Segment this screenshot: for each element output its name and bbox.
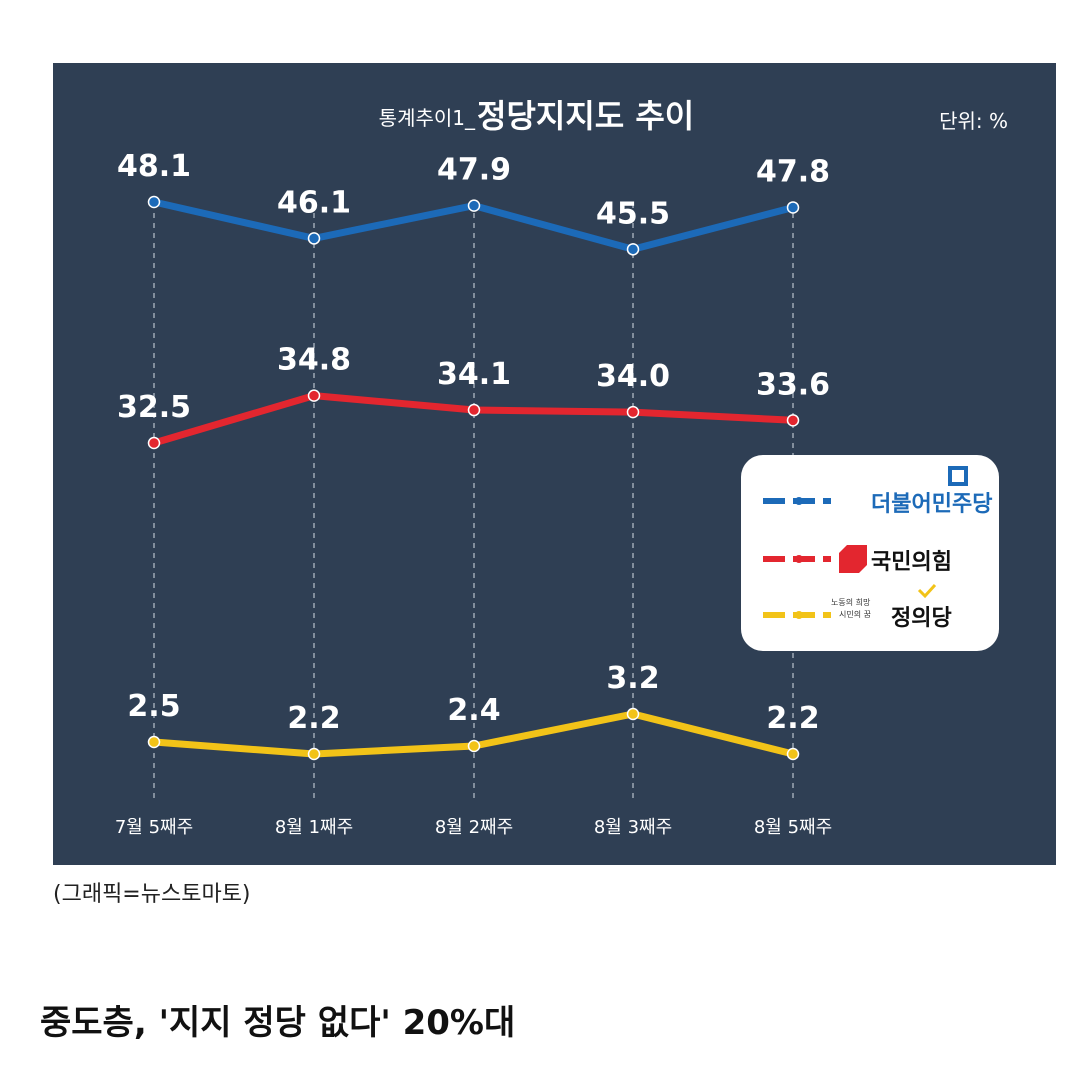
data-point [626, 707, 640, 721]
data-label: 48.1 [117, 149, 191, 184]
legend: 더불어민주당 국민의힘 노동의 희망 시민의 꿈 정의당 [741, 455, 999, 651]
data-point [467, 199, 481, 212]
data-label: 33.6 [756, 367, 830, 402]
x-tick-label: 8월 2째주 [435, 817, 513, 838]
chart-panel: 통계추이1_ 정당지지도 추이 단위: % 48.1 46.1 47.9 45.5 47… [53, 63, 1056, 865]
legend-item-ppp: 국민의힘 [741, 539, 999, 579]
data-label: 34.1 [437, 357, 511, 392]
data-point [307, 747, 321, 761]
data-label: 47.8 [756, 154, 830, 189]
data-point [147, 436, 161, 450]
unit-label: 단위: % [939, 109, 1008, 133]
data-label: 2.2 [287, 701, 340, 736]
data-label: 34.8 [277, 343, 351, 378]
legend-item-minjoo: 더불어민주당 [741, 466, 999, 521]
chart-caption: (그래픽=뉴스토마토) [53, 882, 251, 907]
data-label: 47.9 [437, 153, 511, 188]
legend-line-minjoo-icon [763, 497, 831, 505]
data-label: 32.5 [117, 390, 191, 425]
data-point [626, 243, 640, 256]
data-point [307, 232, 321, 245]
data-point [786, 414, 800, 427]
legend-line-ppp-icon [763, 555, 831, 563]
data-label: 2.4 [447, 693, 500, 728]
chart-title-prefix: 통계추이1_ [379, 106, 476, 130]
x-tick-label: 8월 3째주 [594, 817, 672, 838]
data-point [467, 739, 481, 753]
data-point [147, 195, 161, 209]
legend-label-ppp: 국민의힘 [871, 550, 952, 575]
data-point [307, 389, 321, 402]
data-label: 34.0 [596, 359, 670, 394]
line-chart: 통계추이1_ 정당지지도 추이 단위: % 48.1 46.1 47.9 45.5 47… [115, 97, 1008, 838]
legend-line-jungui-icon [763, 611, 831, 619]
data-label: 2.2 [766, 701, 819, 736]
data-point [147, 735, 161, 749]
minjoo-flag-icon [948, 466, 968, 486]
data-point [786, 201, 800, 214]
data-point [626, 405, 640, 419]
legend-label-jungui: 정의당 [891, 606, 952, 631]
x-tick-label: 8월 1째주 [275, 817, 353, 838]
data-label: 45.5 [596, 196, 670, 231]
data-label: 3.2 [606, 661, 659, 696]
jungui-slogan-1: 노동의 희망 [831, 598, 871, 607]
article-headline: 중도층, '지지 정당 없다' 20%대 [40, 1003, 516, 1043]
jungui-check-icon [917, 583, 937, 599]
ppp-logo-icon [839, 545, 867, 573]
jungui-slogan-2: 시민의 꿈 [839, 610, 871, 619]
data-label: 46.1 [277, 185, 351, 220]
legend-item-jungui: 노동의 희망 시민의 꿈 정의당 [741, 583, 999, 635]
x-tick-label: 8월 5째주 [754, 817, 832, 838]
chart-title: 정당지지도 추이 [477, 97, 694, 135]
x-tick-label: 7월 5째주 [115, 817, 193, 838]
data-point [467, 403, 481, 417]
data-label: 2.5 [127, 689, 180, 724]
legend-label-minjoo: 더불어민주당 [871, 492, 993, 517]
data-point [786, 747, 800, 761]
